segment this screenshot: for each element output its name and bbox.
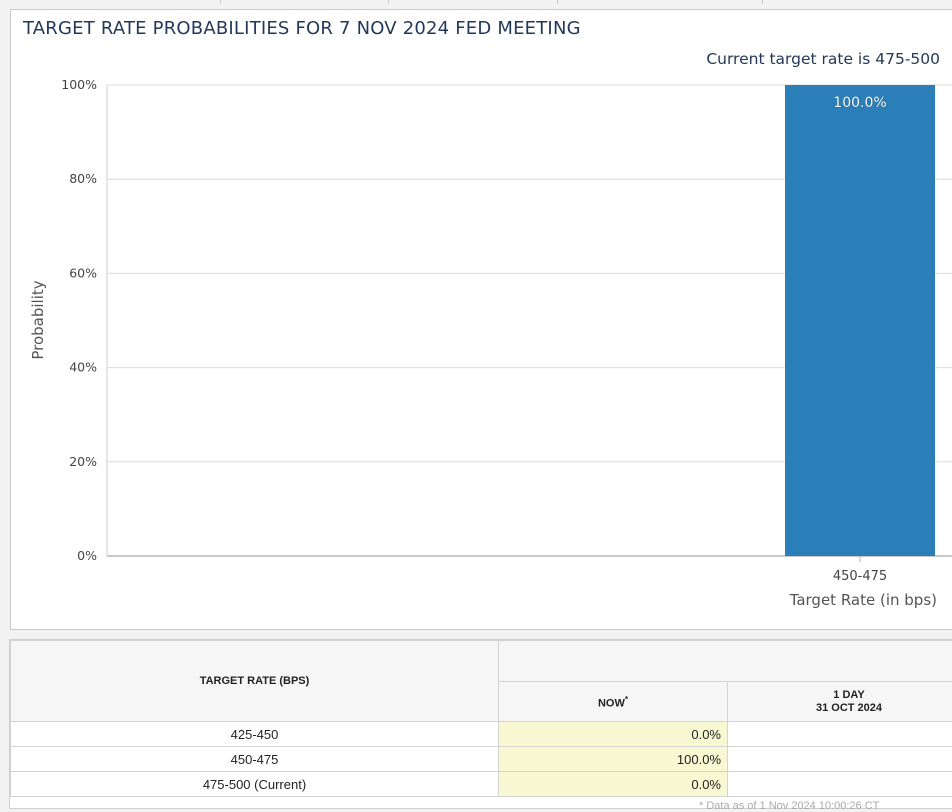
header-now-label: NOW (598, 697, 625, 709)
row-1-day-value (728, 772, 952, 797)
x-tick-label: 450-475 (833, 569, 887, 584)
row-rate: 475-500 (Current) (11, 772, 499, 797)
y-tick-label: 60% (69, 265, 97, 280)
table-row: 425-450 0.0% (11, 722, 952, 747)
data-timestamp-note: * Data as of 1 Nov 2024 10:00:26 CT (699, 800, 879, 812)
bar-data-label: 100.0% (833, 95, 886, 111)
row-now-value: 0.0% (499, 722, 728, 747)
row-1-day-value (728, 722, 952, 747)
y-tick-label: 40% (69, 360, 97, 375)
row-now-value: 100.0% (499, 747, 728, 772)
probability-bar-chart: 0% 20% 40% 60% 80% 100% 450-475 100.0% Target Ra… (11, 10, 952, 631)
y-tick-label: 80% (69, 171, 97, 186)
y-axis-title: Probability (29, 280, 47, 359)
row-now-value: 0.0% (499, 772, 728, 797)
header-1-day-label: 1 DAY (833, 689, 864, 701)
chart-panel: TARGET RATE PROBABILITIES FOR 7 NOV 2024… (10, 9, 952, 630)
y-tick-label: 0% (77, 548, 97, 563)
table-row: 475-500 (Current) 0.0% (11, 772, 952, 797)
table-row: 450-475 100.0% (11, 747, 952, 772)
top-tab-strip (0, 0, 952, 4)
header-now: NOW* (499, 682, 728, 722)
row-rate: 425-450 (11, 722, 499, 747)
y-tick-label: 100% (61, 77, 97, 92)
y-tick-label: 20% (69, 454, 97, 469)
header-now-mark: * (625, 695, 628, 704)
row-1-day-value (728, 747, 952, 772)
header-1-day-date: 31 OCT 2024 (816, 702, 882, 714)
x-axis-title: Target Rate (in bps) (789, 591, 937, 609)
header-group (499, 641, 952, 682)
bar-450-475 (785, 85, 935, 556)
header-target-rate: TARGET RATE (BPS) (11, 641, 499, 722)
row-rate: 450-475 (11, 747, 499, 772)
